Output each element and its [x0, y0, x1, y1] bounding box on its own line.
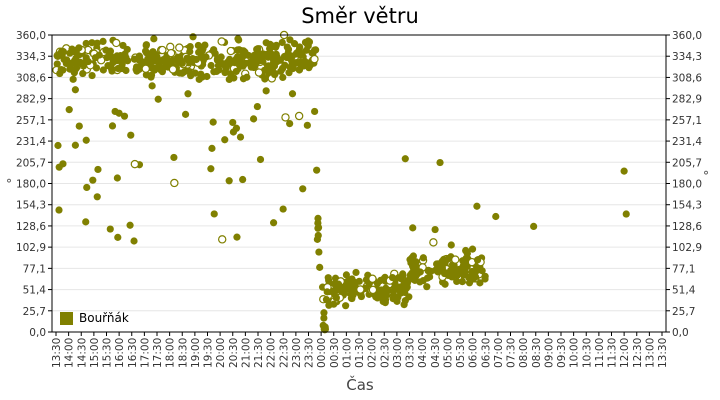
svg-text:16:00: 16:00	[114, 338, 126, 368]
svg-text:257,1: 257,1	[672, 115, 702, 127]
svg-text:102,9: 102,9	[16, 242, 46, 254]
svg-text:10:00: 10:00	[569, 338, 581, 368]
svg-text:03:30: 03:30	[405, 338, 417, 368]
svg-text:05:00: 05:00	[442, 338, 454, 368]
svg-text:51,4: 51,4	[672, 285, 696, 297]
x-axis: 13:30 14:00 14:30 15:00 15:30 16:00 16:30 17:00…	[51, 332, 669, 368]
svg-text:11:30: 11:30	[607, 338, 619, 368]
svg-text:19:00: 19:00	[190, 338, 202, 368]
legend: Bouřňák	[60, 311, 129, 325]
svg-text:01:30: 01:30	[354, 338, 366, 368]
svg-text:12:00: 12:00	[619, 338, 631, 368]
svg-text:205,7: 205,7	[16, 157, 46, 169]
svg-text:25,7: 25,7	[23, 306, 46, 318]
y-axis-title-right: °	[703, 169, 709, 183]
svg-text:231,4: 231,4	[672, 136, 702, 148]
svg-text:102,9: 102,9	[672, 242, 702, 254]
svg-text:23:00: 23:00	[291, 338, 303, 368]
svg-text:01:00: 01:00	[341, 338, 353, 368]
svg-text:07:30: 07:30	[506, 338, 518, 368]
svg-text:08:30: 08:30	[531, 338, 543, 368]
svg-text:154,3: 154,3	[16, 200, 46, 212]
svg-text:02:00: 02:00	[367, 338, 379, 368]
svg-text:0,0: 0,0	[672, 327, 689, 339]
svg-text:09:30: 09:30	[556, 338, 568, 368]
svg-text:128,6: 128,6	[16, 221, 46, 233]
svg-text:22:00: 22:00	[266, 338, 278, 368]
svg-text:06:30: 06:30	[480, 338, 492, 368]
svg-text:10:30: 10:30	[581, 338, 593, 368]
svg-text:14:00: 14:00	[64, 338, 76, 368]
svg-text:282,9: 282,9	[16, 94, 46, 106]
svg-text:128,6: 128,6	[672, 221, 702, 233]
svg-text:77,1: 77,1	[23, 263, 46, 275]
svg-text:00:00: 00:00	[316, 338, 328, 368]
svg-text:77,1: 77,1	[672, 263, 695, 275]
svg-text:23:30: 23:30	[304, 338, 316, 368]
svg-text:18:00: 18:00	[165, 338, 177, 368]
svg-text:22:30: 22:30	[278, 338, 290, 368]
svg-text:282,9: 282,9	[672, 94, 702, 106]
svg-text:205,7: 205,7	[672, 157, 702, 169]
legend-swatch-icon	[60, 311, 73, 325]
svg-text:14:30: 14:30	[76, 338, 88, 368]
svg-text:308,6: 308,6	[16, 72, 46, 84]
svg-text:180,0: 180,0	[16, 179, 46, 191]
svg-text:13:30: 13:30	[51, 338, 63, 368]
svg-text:13:30: 13:30	[657, 338, 669, 368]
data-points	[52, 30, 630, 334]
svg-text:11:00: 11:00	[594, 338, 606, 368]
y-axis-left: 0,0 25,7 51,4 77,1 102,9 128,6 154,3 180,0 205,7…	[16, 30, 52, 339]
svg-text:09:00: 09:00	[543, 338, 555, 368]
svg-text:334,3: 334,3	[672, 51, 702, 63]
svg-text:15:00: 15:00	[89, 338, 101, 368]
svg-text:308,6: 308,6	[672, 72, 702, 84]
svg-text:06:00: 06:00	[468, 338, 480, 368]
svg-text:02:30: 02:30	[379, 338, 391, 368]
svg-text:04:00: 04:00	[417, 338, 429, 368]
svg-text:16:30: 16:30	[127, 338, 139, 368]
svg-text:51,4: 51,4	[23, 285, 47, 297]
svg-text:334,3: 334,3	[16, 51, 46, 63]
y-axis-title-left: °	[6, 177, 12, 191]
svg-text:180,0: 180,0	[672, 179, 702, 191]
svg-text:21:30: 21:30	[253, 338, 265, 368]
svg-text:12:30: 12:30	[632, 338, 644, 368]
svg-text:05:30: 05:30	[455, 338, 467, 368]
svg-text:04:30: 04:30	[430, 338, 442, 368]
y-axis-right: 0,0 25,7 51,4 77,1 102,9 128,6 154,3 180,0 205,7…	[666, 30, 702, 339]
svg-text:08:00: 08:00	[518, 338, 530, 368]
svg-text:21:00: 21:00	[240, 338, 252, 368]
legend-label: Bouřňák	[79, 311, 129, 325]
svg-text:03:00: 03:00	[392, 338, 404, 368]
svg-text:07:00: 07:00	[493, 338, 505, 368]
svg-text:360,0: 360,0	[16, 30, 46, 42]
svg-text:25,7: 25,7	[672, 306, 695, 318]
x-axis-title: Čas	[346, 375, 374, 394]
svg-text:0,0: 0,0	[29, 327, 46, 339]
svg-text:17:00: 17:00	[139, 338, 151, 368]
svg-text:15:30: 15:30	[102, 338, 114, 368]
svg-text:20:30: 20:30	[228, 338, 240, 368]
svg-text:18:30: 18:30	[177, 338, 189, 368]
svg-text:20:00: 20:00	[215, 338, 227, 368]
svg-text:154,3: 154,3	[672, 200, 702, 212]
svg-text:231,4: 231,4	[16, 136, 46, 148]
chart-title: Směr větru	[301, 4, 419, 28]
svg-text:17:30: 17:30	[152, 338, 164, 368]
svg-text:19:30: 19:30	[203, 338, 215, 368]
svg-text:360,0: 360,0	[672, 30, 702, 42]
svg-text:13:00: 13:00	[644, 338, 656, 368]
svg-text:257,1: 257,1	[16, 115, 46, 127]
svg-text:00:30: 00:30	[329, 338, 341, 368]
